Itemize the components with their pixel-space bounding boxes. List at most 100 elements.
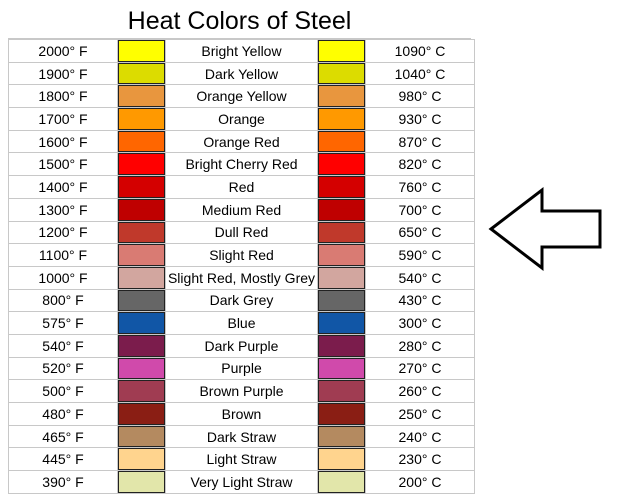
celsius-cell: 590° C — [365, 243, 475, 267]
color-name-cell: Dark Grey — [165, 288, 318, 313]
color-swatch-right — [317, 107, 366, 131]
color-swatch-right — [317, 333, 366, 358]
color-swatch — [118, 153, 165, 175]
color-swatch-right — [317, 152, 366, 177]
color-swatch — [318, 221, 365, 243]
color-swatch — [318, 267, 365, 289]
color-swatch-right — [317, 470, 366, 494]
celsius-cell: 430° C — [365, 288, 475, 313]
color-swatch — [118, 221, 165, 243]
table-row: 540° F Dark Purple 280° C — [8, 333, 475, 358]
color-swatch-left — [117, 288, 166, 313]
table-row: 1900° F Dark Yellow 1040° C — [8, 61, 475, 86]
fahrenheit-cell: 480° F — [8, 402, 118, 426]
celsius-cell: 260° C — [365, 379, 475, 403]
color-swatch-right — [317, 311, 366, 335]
heat-colors-table: 2000° F Bright Yellow 1090° C 1900° F Dark Y… — [8, 39, 475, 494]
fahrenheit-cell: 520° F — [8, 356, 118, 381]
color-swatch — [318, 448, 365, 470]
table-row: 1100° F Slight Red 590° C — [8, 243, 475, 267]
color-swatch — [118, 63, 165, 84]
color-swatch-right — [317, 379, 366, 403]
color-swatch-left — [117, 311, 166, 335]
color-swatch — [118, 358, 165, 379]
celsius-cell: 1090° C — [365, 39, 475, 63]
color-swatch — [318, 153, 365, 175]
color-name-cell: Red — [165, 175, 318, 199]
color-swatch — [318, 312, 365, 334]
table-row: 390° F Very Light Straw 200° C — [8, 470, 475, 494]
color-swatch — [318, 380, 365, 402]
color-swatch-right — [317, 402, 366, 426]
color-swatch — [318, 290, 365, 311]
color-swatch-right — [317, 39, 366, 63]
fahrenheit-cell: 1300° F — [8, 197, 118, 222]
table-row: 500° F Brown Purple 260° C — [8, 379, 475, 403]
color-swatch — [318, 426, 365, 447]
table-row: 1500° F Bright Cherry Red 820° C — [8, 152, 475, 177]
color-swatch-right — [317, 288, 366, 313]
table-row: 1800° F Orange Yellow 980° C — [8, 84, 475, 109]
color-name-cell: Orange Red — [165, 129, 318, 154]
color-swatch-left — [117, 152, 166, 177]
color-swatch — [318, 63, 365, 84]
color-name-cell: Brown Purple — [165, 379, 318, 403]
celsius-cell: 870° C — [365, 129, 475, 154]
color-swatch-right — [317, 265, 366, 290]
color-name-cell: Purple — [165, 356, 318, 381]
table-row: 1000° F Slight Red, Mostly Grey 540° C — [8, 265, 475, 290]
celsius-cell: 300° C — [365, 311, 475, 335]
color-name-cell: Orange Yellow — [165, 84, 318, 109]
celsius-cell: 980° C — [365, 84, 475, 109]
fahrenheit-cell: 500° F — [8, 379, 118, 403]
celsius-cell: 280° C — [365, 333, 475, 358]
celsius-cell: 250° C — [365, 402, 475, 426]
color-swatch — [318, 131, 365, 152]
color-swatch-right — [317, 197, 366, 222]
color-swatch — [318, 244, 365, 266]
fahrenheit-cell: 1900° F — [8, 61, 118, 86]
celsius-cell: 240° C — [365, 424, 475, 449]
fahrenheit-cell: 1800° F — [8, 84, 118, 109]
color-swatch-left — [117, 84, 166, 109]
color-name-cell: Dark Purple — [165, 333, 318, 358]
fahrenheit-cell: 2000° F — [8, 39, 118, 63]
color-name-cell: Brown — [165, 402, 318, 426]
color-swatch — [318, 85, 365, 107]
color-swatch — [118, 403, 165, 425]
color-swatch-left — [117, 175, 166, 199]
sheet-title: Heat Colors of Steel — [8, 4, 471, 39]
color-swatch-right — [317, 84, 366, 109]
color-name-cell: Light Straw — [165, 447, 318, 472]
color-swatch-left — [117, 107, 166, 131]
fahrenheit-cell: 1200° F — [8, 220, 118, 245]
table-row: 1300° F Medium Red 700° C — [8, 197, 475, 222]
color-name-cell: Bright Cherry Red — [165, 152, 318, 177]
celsius-cell: 650° C — [365, 220, 475, 245]
celsius-cell: 820° C — [365, 152, 475, 177]
color-swatch — [118, 40, 165, 62]
color-swatch — [118, 312, 165, 334]
table-row: 465° F Dark Straw 240° C — [8, 424, 475, 449]
color-swatch — [318, 199, 365, 221]
table-row: 575° F Blue 300° C — [8, 311, 475, 335]
color-swatch-right — [317, 356, 366, 381]
table-row: 1600° F Orange Red 870° C — [8, 129, 475, 154]
celsius-cell: 230° C — [365, 447, 475, 472]
celsius-cell: 540° C — [365, 265, 475, 290]
color-swatch — [318, 335, 365, 357]
color-swatch — [318, 40, 365, 62]
fahrenheit-cell: 1700° F — [8, 107, 118, 131]
color-swatch — [118, 244, 165, 266]
color-swatch-left — [117, 265, 166, 290]
color-swatch — [318, 471, 365, 493]
color-name-cell: Dull Red — [165, 220, 318, 245]
color-swatch-left — [117, 197, 166, 222]
color-swatch-left — [117, 424, 166, 449]
table-row: 1700° F Orange 930° C — [8, 107, 475, 131]
color-name-cell: Very Light Straw — [165, 470, 318, 494]
celsius-cell: 760° C — [365, 175, 475, 199]
color-swatch — [318, 403, 365, 425]
fahrenheit-cell: 1000° F — [8, 265, 118, 290]
fahrenheit-cell: 465° F — [8, 424, 118, 449]
